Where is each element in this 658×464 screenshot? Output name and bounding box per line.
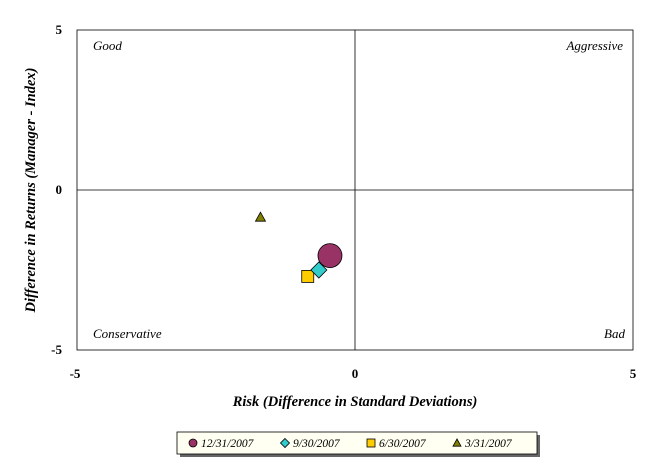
x-tick-label: 5	[630, 366, 637, 381]
y-axis-ticks: 5 0 -5	[51, 22, 62, 357]
x-axis-ticks: -5 0 5	[70, 366, 637, 381]
legend-marker-3-31-2007	[452, 438, 462, 447]
legend: 12/31/2007 9/30/2007 6/30/2007 3/31/2007	[176, 431, 540, 457]
data-point-12-31-2007	[317, 243, 343, 269]
data-points	[254, 211, 343, 283]
y-tick-label: 0	[56, 182, 63, 197]
plot-area	[76, 29, 634, 351]
x-tick-label: 0	[352, 366, 359, 381]
quadrant-label-good: Good	[93, 38, 122, 53]
quadrant-label-bad: Bad	[604, 326, 625, 341]
legend-items: 12/31/2007 9/30/2007 6/30/2007 3/31/2007	[188, 437, 513, 450]
legend-box	[176, 431, 538, 455]
legend-label: 9/30/2007	[293, 438, 341, 450]
x-tick-label: -5	[70, 366, 81, 381]
y-tick-label: 5	[56, 22, 63, 37]
legend-label: 12/31/2007	[201, 438, 255, 450]
y-axis-title: Difference in Returns (Manager - Index)	[23, 67, 39, 313]
legend-label: 3/31/2007	[464, 438, 513, 450]
data-point-6-30-2007	[301, 269, 315, 283]
quadrant-label-conservative: Conservative	[93, 326, 162, 341]
data-point-9-30-2007	[310, 261, 328, 279]
quadrant-label-aggressive: Aggressive	[565, 38, 623, 53]
legend-label: 6/30/2007	[379, 438, 427, 450]
legend-marker-9-30-2007	[279, 437, 291, 449]
legend-marker-6-30-2007	[366, 438, 376, 448]
x-axis-title: Risk (Difference in Standard Deviations)	[232, 394, 478, 410]
data-point-3-31-2007	[254, 211, 267, 222]
legend-marker-12-31-2007	[188, 438, 198, 448]
y-tick-label: -5	[51, 342, 62, 357]
